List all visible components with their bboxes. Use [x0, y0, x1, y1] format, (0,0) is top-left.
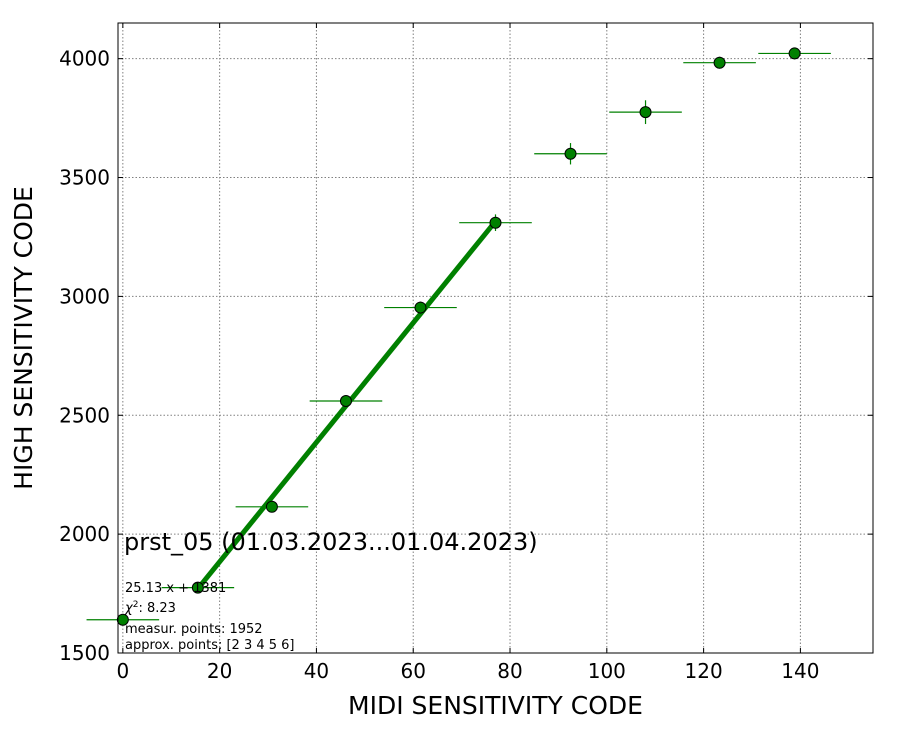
data-point	[86, 613, 160, 626]
dataset-annotation: prst_05 (01.03.2023...01.04.2023)	[124, 528, 538, 556]
x-tick-label: 80	[497, 659, 522, 683]
y-tick-label: 3000	[59, 284, 110, 308]
x-tick-label: 100	[588, 659, 626, 683]
approx-points-annotation: approx. points: [2 3 4 5 6]	[125, 638, 295, 653]
axis-ticks: 0 20 40 60 80 100 120 140 1500 2000 2500 3000 3500 40…	[59, 23, 873, 683]
point-marker	[639, 106, 652, 119]
point-marker	[489, 216, 502, 229]
data-point	[309, 395, 383, 407]
y-axis-label: HIGH SENSITIVITY CODE	[9, 186, 38, 490]
data-point	[683, 56, 756, 69]
x-tick-label: 40	[304, 659, 329, 683]
data-point	[459, 214, 532, 232]
x-tick-label: 20	[207, 659, 232, 683]
fit-equation-annotation: 25.13 x + 1381	[125, 581, 226, 596]
x-tick-label: 120	[685, 659, 723, 683]
chi2-power: 2	[133, 600, 139, 610]
y-tick-label: 1500	[59, 641, 110, 665]
y-tick-label: 3500	[59, 166, 110, 190]
y-tick-label: 2000	[59, 522, 110, 546]
data-point	[609, 100, 682, 125]
x-tick-label: 0	[116, 659, 129, 683]
data-point	[534, 143, 607, 165]
data-point	[161, 581, 235, 594]
point-marker	[265, 500, 278, 513]
grid-lines	[118, 23, 873, 654]
x-axis-label: MIDI SENSITIVITY CODE	[348, 691, 643, 720]
chi2-annotation: χ2: 8.23	[124, 600, 176, 616]
point-marker	[564, 147, 577, 160]
data-point	[758, 47, 831, 60]
plot-frame	[117, 22, 874, 654]
data-points-layer	[86, 47, 831, 626]
y-tick-label: 4000	[59, 47, 110, 71]
measur-points-annotation: measur. points: 1952	[125, 622, 263, 637]
point-marker	[713, 56, 726, 69]
point-marker	[788, 47, 801, 60]
y-tick-label: 2500	[59, 403, 110, 427]
chi2-symbol: χ	[124, 601, 134, 616]
point-marker	[339, 395, 352, 407]
chi2-value: : 8.23	[138, 601, 175, 616]
data-point	[235, 500, 309, 513]
data-point	[384, 301, 457, 314]
point-marker	[414, 301, 427, 314]
point-marker	[116, 613, 129, 626]
point-marker	[191, 581, 204, 594]
x-tick-label: 60	[400, 659, 425, 683]
x-tick-label: 140	[781, 659, 819, 683]
